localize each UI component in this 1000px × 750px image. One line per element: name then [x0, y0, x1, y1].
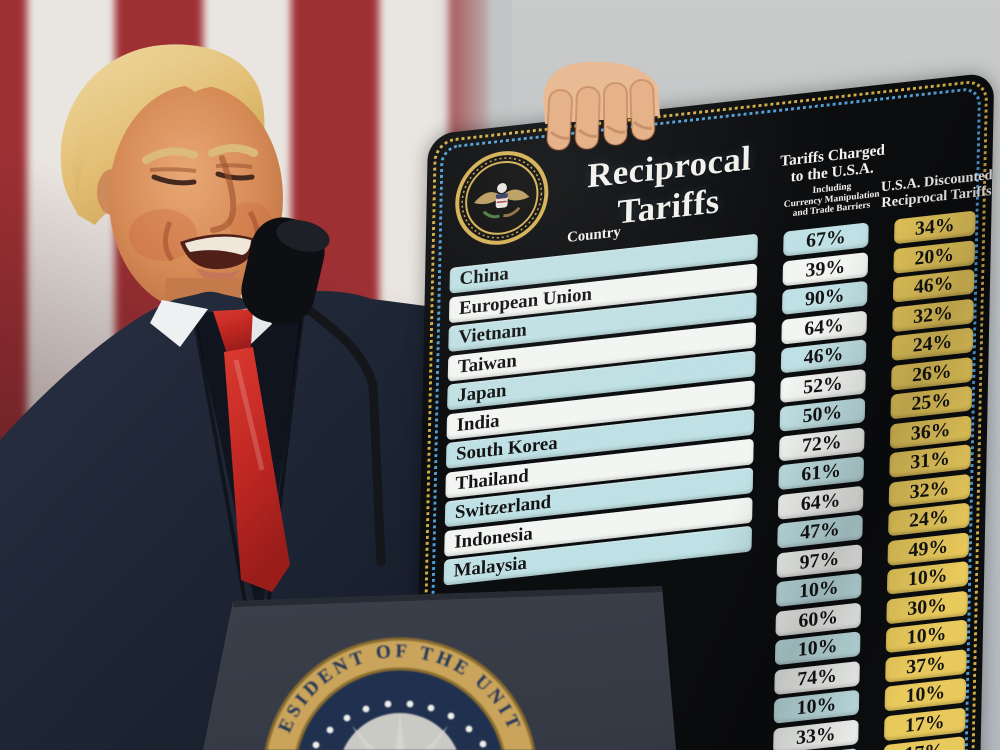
seal-ring-text — [461, 157, 543, 239]
eagle-right-wing — [501, 189, 530, 201]
tariff-board: Reciprocal Tariffs Tariffs Charged to th… — [410, 72, 995, 750]
tariff-cell: 33% — [773, 718, 859, 750]
eagle-head — [497, 183, 507, 194]
eagle-left-wing — [474, 192, 502, 205]
arrows — [503, 206, 521, 218]
presidential-seal-icon — [455, 151, 549, 245]
shield-chief — [495, 193, 508, 199]
olive-branch — [482, 210, 500, 219]
